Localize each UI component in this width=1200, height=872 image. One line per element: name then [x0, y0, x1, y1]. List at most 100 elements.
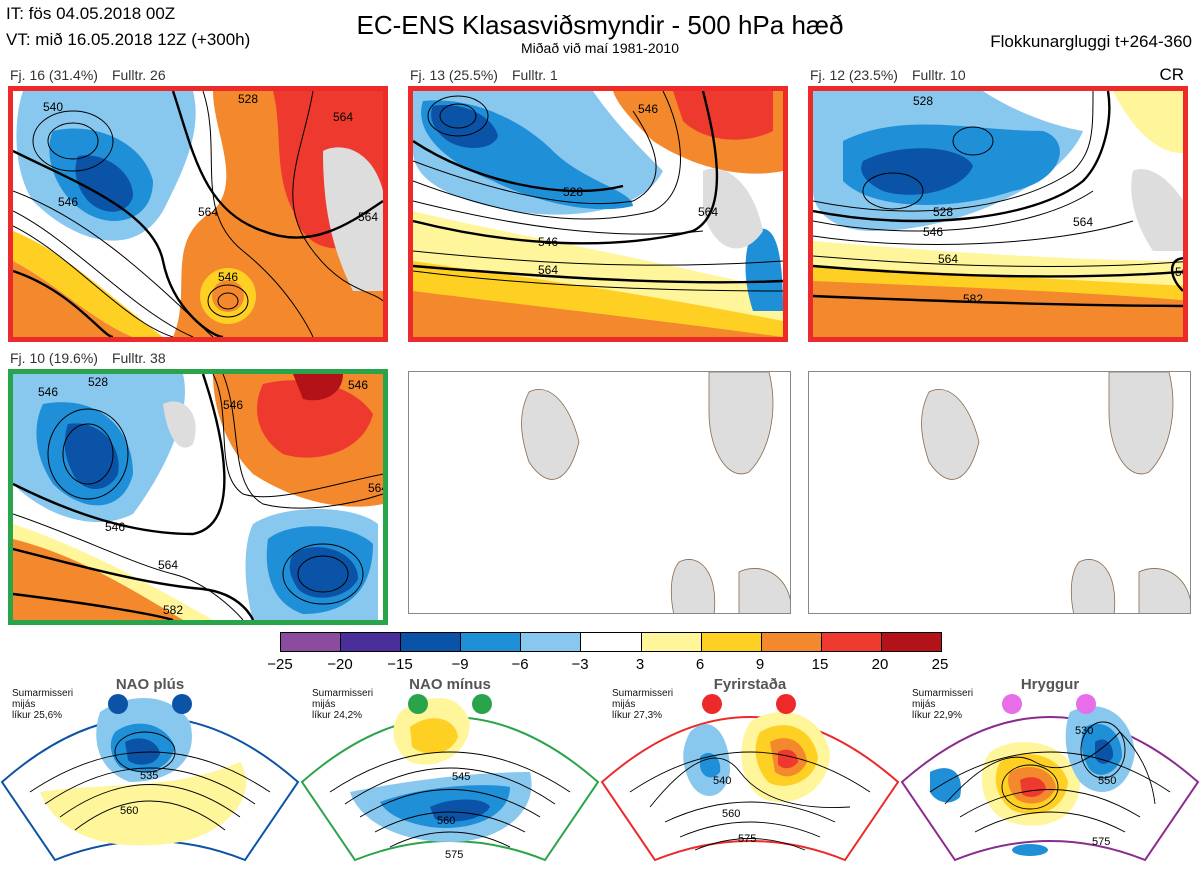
empty-map-6: [808, 371, 1191, 614]
contour-label: 560: [120, 805, 138, 817]
contour-label: 546: [58, 195, 78, 209]
cluster-map-3: 528 528 546 564 564 582 56: [808, 86, 1188, 342]
cr-label: CR: [1159, 65, 1184, 84]
regime-name: Hryggur: [1020, 676, 1080, 693]
contour-label: 564: [938, 252, 958, 266]
cluster-count: Fj. 16 (31.4%): [10, 67, 98, 83]
regime-info: Sumarmisseri mijás líkur 27,3%: [612, 688, 673, 721]
colorbar-segment: [461, 633, 522, 651]
regime-season: Sumarmisseri: [912, 688, 974, 699]
cluster-count: Fj. 10 (19.6%): [10, 350, 98, 366]
contour-label: 560: [437, 815, 455, 827]
colorbar-segment: [401, 633, 462, 651]
regime-ridge: 530 550 575 Hryggur Sumarmisseri mijás l…: [900, 672, 1200, 872]
colorbar: [280, 632, 942, 652]
valid-time: VT: mið 16.05.2018 12Z (+300h): [6, 30, 251, 49]
contour-label: 546: [538, 235, 558, 249]
page-subtitle: Miðað við maí 1981-2010: [521, 40, 679, 56]
regime-blocking: 540 560 575 Fyrirstaða Sumarmisseri mijá…: [600, 672, 900, 872]
regime-season: Sumarmisseri: [312, 688, 374, 699]
colorbar-tick: 20: [871, 656, 889, 673]
regime-probability: líkur 22,9%: [912, 710, 963, 721]
colorbar-tick: −20: [327, 656, 353, 673]
regime-probability: líkur 24,2%: [312, 710, 363, 721]
contour-label: 528: [88, 375, 108, 389]
colorbar-tick: 25: [931, 656, 949, 673]
cluster-map-1: 540 528 546 564 564 546 564: [8, 86, 388, 342]
contour-label: 546: [923, 225, 943, 239]
contour-label: 528: [238, 92, 258, 106]
contour-label: 582: [963, 292, 983, 306]
empty-map-5: [408, 371, 791, 614]
regime-season: Sumarmisseri: [612, 688, 674, 699]
cluster-count: Fj. 13 (25.5%): [410, 67, 498, 83]
contour-label: 546: [38, 385, 58, 399]
colorbar-tick: 15: [811, 656, 829, 673]
contour-label: 530: [1075, 725, 1093, 737]
contour-label: 582: [163, 603, 183, 617]
panel-2-label: Fj. 13 (25.5%) Fulltr. 1: [410, 67, 558, 83]
cluster-count: Fj. 12 (23.5%): [810, 67, 898, 83]
contour-label: 564: [358, 210, 378, 224]
colorbar-segment: [761, 633, 822, 651]
contour-label: 564: [333, 110, 353, 124]
cluster-map-4: 546 528 546 546 564 582 546 564: [8, 369, 388, 625]
colorbar-segment: [701, 633, 762, 651]
regime-info: Sumarmisseri mijás líkur 24,2%: [312, 688, 373, 721]
regime-info: Sumarmisseri mijás líkur 25,6%: [12, 688, 73, 721]
contour-label: 575: [445, 849, 463, 861]
contour-label: 546: [638, 102, 658, 116]
colorbar-tick: −9: [451, 656, 469, 673]
contour-label: 575: [738, 833, 756, 845]
regime-info: Sumarmisseri mijás líkur 22,9%: [912, 688, 973, 721]
panel-3-label: Fj. 12 (23.5%) Fulltr. 10: [810, 67, 966, 83]
contour-label: 528: [563, 185, 583, 199]
regime-measure: mijás: [12, 699, 36, 710]
contour-label: 546: [348, 378, 368, 392]
contour-label: 535: [140, 770, 158, 782]
cluster-representative: Fulltr. 1: [511, 67, 558, 83]
colorbar-tick: −6: [511, 656, 529, 673]
contour-label: 546: [105, 520, 125, 534]
contour-label: 564: [538, 263, 558, 277]
contour-label: 56: [1175, 265, 1188, 279]
colorbar-tick: −15: [387, 656, 413, 673]
colorbar-segment: [341, 633, 402, 651]
regime-name: NAO mínus: [409, 676, 491, 693]
regime-season: Sumarmisseri: [12, 688, 74, 699]
colorbar-segment: [521, 633, 582, 651]
contour-label: 540: [43, 100, 63, 114]
colorbar-tick: 9: [755, 656, 765, 673]
regime-measure: mijás: [612, 699, 636, 710]
cluster-representative: Fulltr. 38: [111, 350, 166, 366]
colorbar-segment: [641, 633, 702, 651]
colorbar-segment: [821, 633, 882, 651]
regime-probability: líkur 25,6%: [12, 710, 63, 721]
cluster-map-2: 546 528 546 564 564: [408, 86, 788, 342]
page-title: EC-ENS Klasasviðsmyndir - 500 hPa hæð: [356, 10, 844, 40]
contour-label: 564: [1073, 215, 1093, 229]
contour-label: 545: [452, 771, 470, 783]
colorbar-segment: [881, 633, 942, 651]
panel-1-label: Fj. 16 (31.4%) Fulltr. 26: [10, 67, 166, 83]
contour-label: 560: [722, 808, 740, 820]
contour-label: 564: [698, 205, 718, 219]
init-time: IT: fös 04.05.2018 00Z: [6, 4, 176, 23]
contour-label: 575: [1092, 836, 1110, 848]
contour-label: 546: [218, 270, 238, 284]
regime-nao-plus: 535 560 NAO plús Sumarmisseri mijás líku…: [0, 672, 300, 872]
regime-measure: mijás: [312, 699, 336, 710]
regime-name: Fyrirstaða: [713, 676, 787, 693]
regime-measure: mijás: [912, 699, 936, 710]
colorbar-tick: 6: [695, 656, 705, 673]
colorbar-segment: [581, 633, 642, 651]
colorbar-tick: 3: [635, 656, 645, 673]
cluster-representative: Fulltr. 10: [911, 67, 966, 83]
classification-window: Flokkunargluggi t+264-360: [990, 32, 1192, 51]
colorbar-segment: [281, 633, 342, 651]
panel-4-label: Fj. 10 (19.6%) Fulltr. 38: [10, 350, 166, 366]
regime-name: NAO plús: [115, 676, 185, 693]
contour-label: 540: [713, 775, 731, 787]
contour-label: 528: [913, 94, 933, 108]
colorbar-tick: −25: [267, 656, 293, 673]
